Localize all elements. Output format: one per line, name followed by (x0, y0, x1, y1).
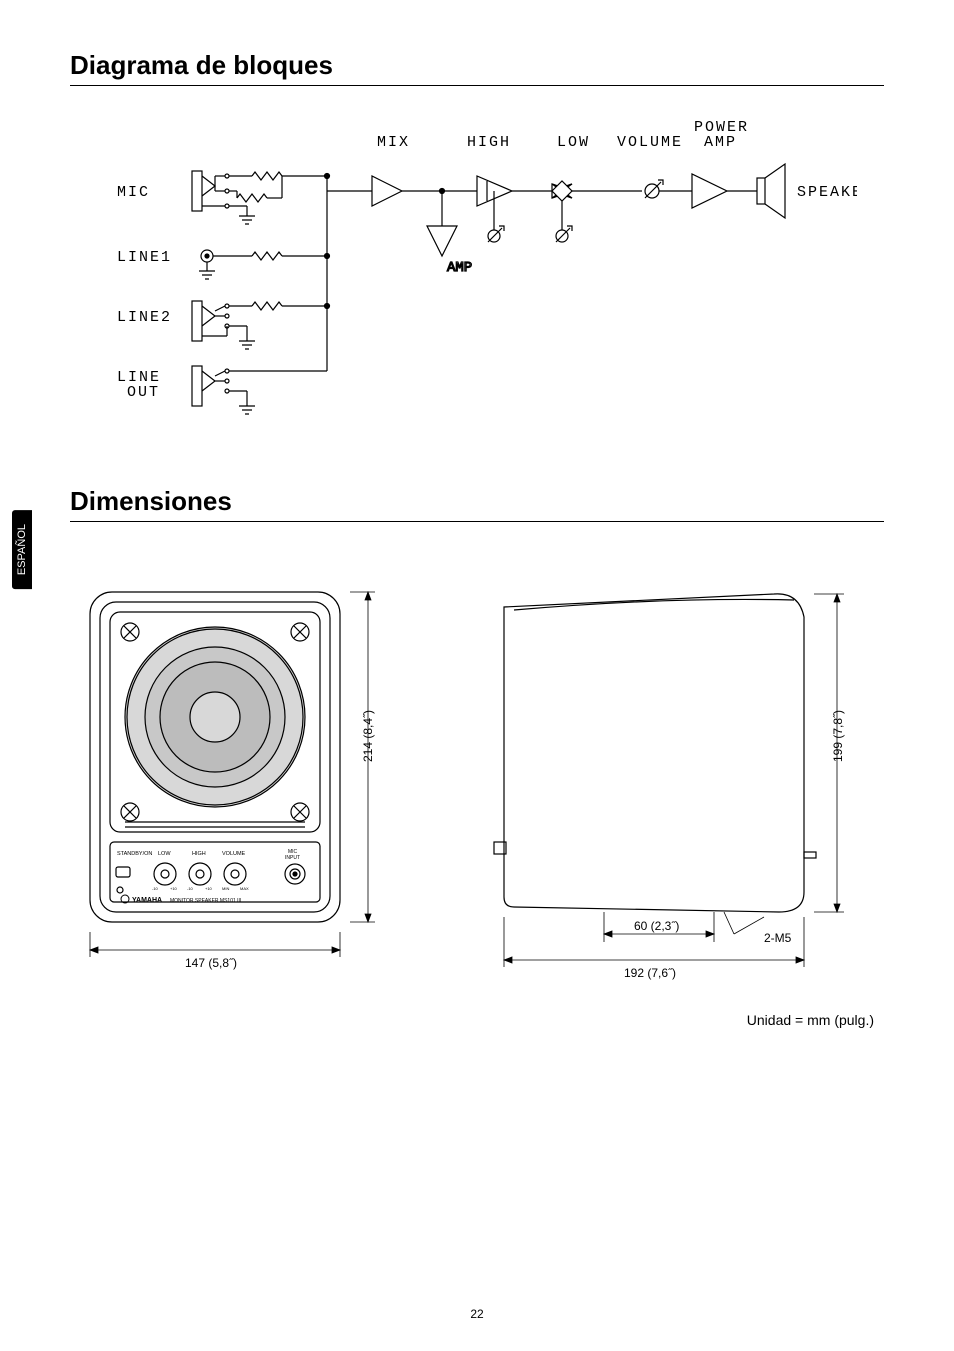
label-line1: LINE1 (117, 249, 172, 266)
scale-n10a: -10 (152, 886, 159, 891)
scale-p10b: +10 (205, 886, 213, 891)
language-tab: ESPAÑOL (12, 510, 32, 589)
panel-mic2: INPUT (285, 855, 300, 861)
panel-model: MONITOR SPEAKER MS101 III (170, 898, 241, 904)
label-mic: MIC (117, 184, 150, 201)
scale-max: MAX (240, 886, 249, 891)
dim-mount-spec: 2-M5 (764, 931, 792, 945)
panel-high: HIGH (192, 851, 206, 857)
label-line2: LINE2 (117, 309, 172, 326)
unit-note: Unidad = mm (pulg.) (70, 1012, 884, 1028)
dim-width-front: 147 (5,8˝) (185, 956, 237, 970)
block-diagram-figure: MIX HIGH LOW VOLUME POWER AMP SPEAKER MI… (97, 116, 857, 416)
label-volume: VOLUME (617, 134, 683, 151)
label-speaker: SPEAKER (797, 184, 857, 201)
label-high: HIGH (467, 134, 511, 151)
dim-mount-offset: 60 (2,3˝) (634, 919, 679, 933)
dim-height-front: 214 (8,4˝) (361, 710, 375, 762)
label-amp-top: AMP (704, 134, 737, 151)
page-number: 22 (0, 1307, 954, 1321)
scale-p10a: +10 (170, 886, 178, 891)
dim-height-side: 199 (7,8˝) (831, 710, 845, 762)
label-low: LOW (557, 134, 590, 151)
panel-brand: YAMAHA (132, 897, 162, 904)
dimension-side-view: 199 (7,8˝) 192 (7,6˝) 60 (2,3˝) 2-M5 (464, 582, 884, 982)
label-lineout-2: OUT (127, 384, 160, 401)
dim-depth-side: 192 (7,6˝) (624, 966, 676, 980)
label-amp: AMP (447, 260, 472, 276)
scale-n10b: -10 (187, 886, 194, 891)
label-mix: MIX (377, 134, 410, 151)
section-title-dimensions: Dimensiones (70, 486, 884, 522)
panel-volume: VOLUME (222, 851, 246, 857)
panel-low: LOW (158, 851, 171, 857)
section-title-block-diagram: Diagrama de bloques (70, 50, 884, 86)
scale-min: MIN (222, 886, 229, 891)
panel-standby: STANDBY/ON (117, 851, 152, 857)
dimension-front-view: STANDBY/ON LOW HIGH VOLUME MIC INPUT -10… (70, 582, 430, 982)
